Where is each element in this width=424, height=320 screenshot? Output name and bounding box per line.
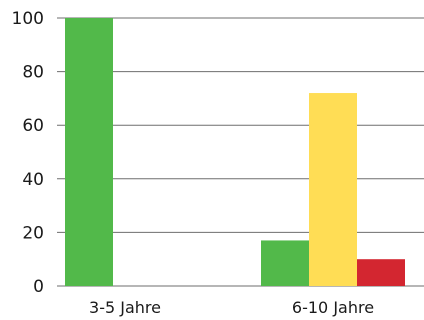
y-tick-label: 80 — [22, 63, 44, 83]
bar-3-5-jahre-series-1 — [65, 18, 113, 286]
bar-6-10-jahre-series-1 — [261, 240, 309, 286]
y-tick-label: 20 — [22, 223, 44, 243]
x-category-label: 6-10 Jahre — [292, 298, 374, 317]
x-axis-category-labels: 3-5 Jahre 6-10 Jahre — [89, 298, 374, 317]
y-tick-label: 0 — [33, 277, 44, 297]
bar-6-10-jahre-series-3 — [357, 259, 405, 286]
y-tick-label: 60 — [22, 116, 44, 136]
bar-6-10-jahre-series-2 — [309, 93, 357, 286]
y-tick-label: 100 — [12, 9, 44, 29]
y-axis-tick-labels: 0 20 40 60 80 100 — [12, 9, 44, 297]
y-tick-label: 40 — [22, 170, 44, 190]
x-category-label: 3-5 Jahre — [89, 298, 161, 317]
bar-marks — [65, 18, 405, 286]
